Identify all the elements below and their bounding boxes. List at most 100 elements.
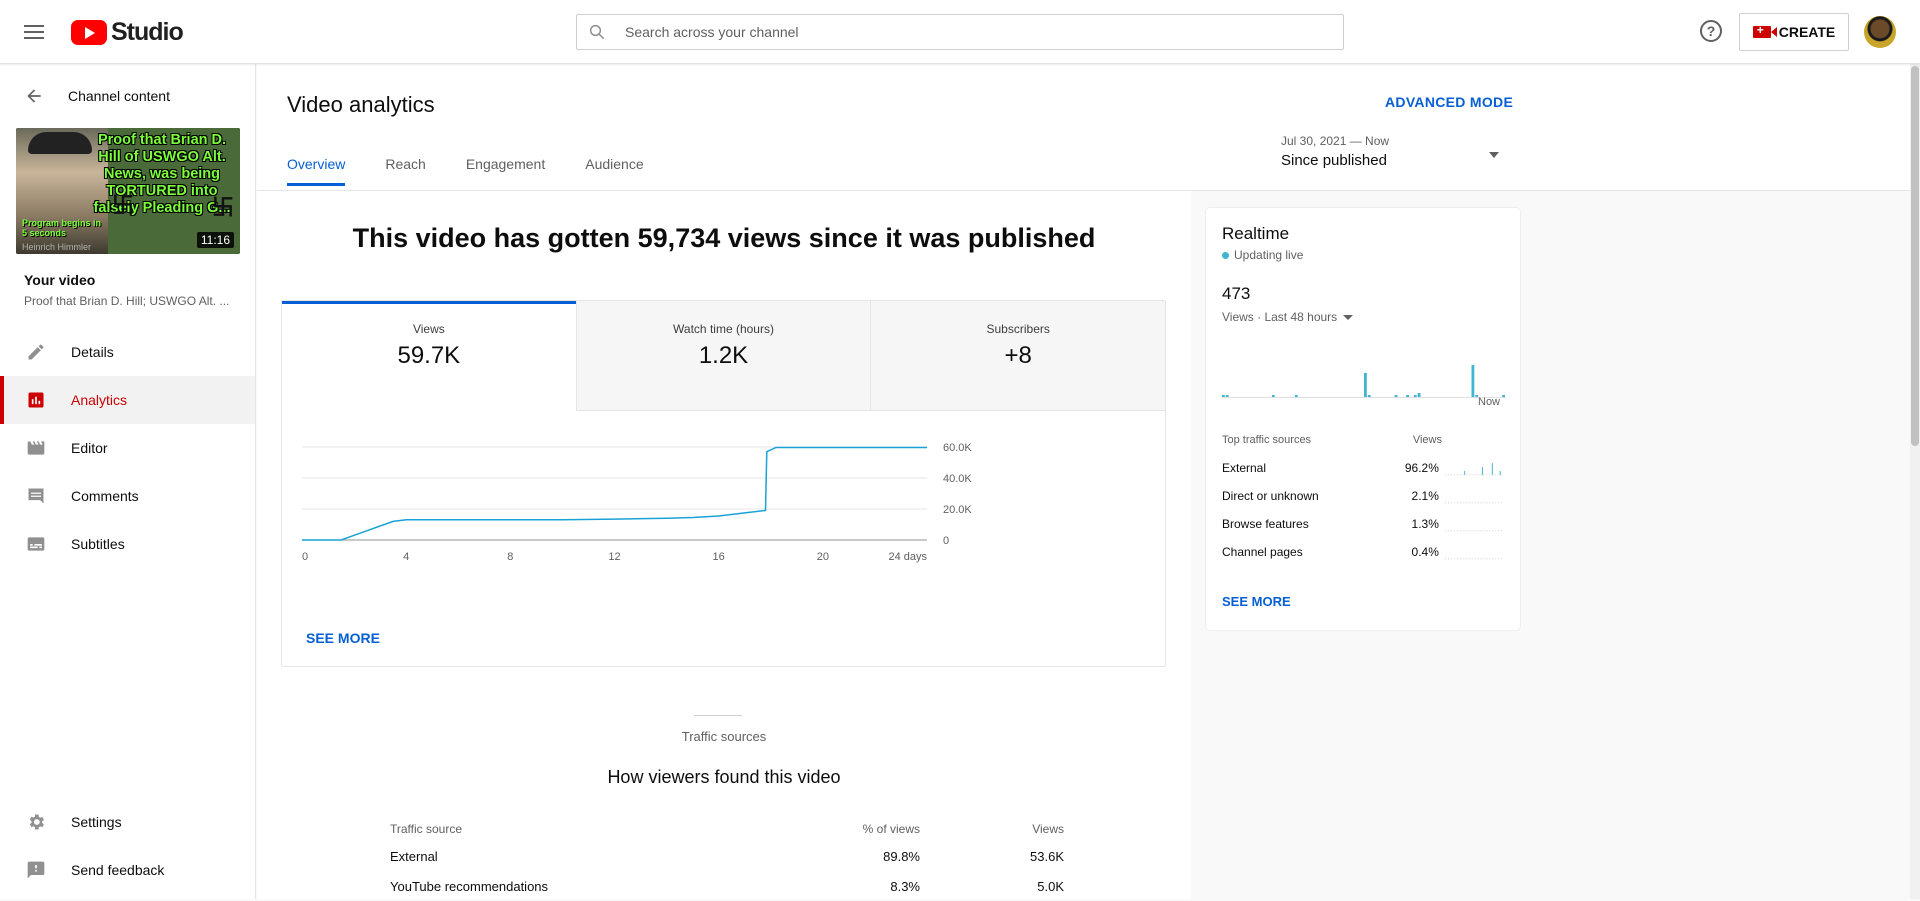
- realtime-bar[interactable]: [1502, 395, 1505, 397]
- column-header[interactable]: Views: [1032, 822, 1064, 836]
- x-tick-label: 12: [608, 551, 620, 563]
- swastika-icon: 卐: [212, 195, 235, 220]
- sidebar-item-label: Editor: [71, 440, 108, 456]
- realtime-card: Realtime Updating live 473 Views · Last …: [1206, 208, 1520, 630]
- studio-logo[interactable]: Studio: [71, 18, 184, 47]
- tab-audience[interactable]: Audience: [585, 156, 644, 172]
- thumbnail-text: Proof that Brian D. Hill of USWGO Alt. N…: [93, 132, 231, 216]
- analytics-icon: [24, 388, 48, 412]
- metric-subscribers[interactable]: Subscribers +8: [870, 301, 1166, 411]
- top-header: Studio ? CREATE: [0, 0, 1920, 64]
- overview-content: This video has gotten 59,734 views since…: [257, 191, 1191, 899]
- hamburger-menu-icon[interactable]: [20, 18, 48, 46]
- metric-label: Subscribers: [986, 322, 1050, 336]
- traffic-source: External: [1222, 461, 1267, 475]
- metric-views[interactable]: Views 59.7K: [282, 301, 576, 411]
- sidebar-item-label: Comments: [71, 488, 139, 504]
- realtime-bar[interactable]: [1367, 395, 1371, 397]
- scrollbar-track[interactable]: [1910, 64, 1920, 899]
- back-to-channel-content[interactable]: Channel content: [24, 86, 170, 106]
- sidebar-item-editor[interactable]: Editor: [0, 424, 255, 472]
- avatar[interactable]: [1864, 16, 1896, 48]
- feedback-icon: [24, 858, 48, 882]
- realtime-bar[interactable]: [1364, 373, 1367, 397]
- date-range-picker[interactable]: Jul 30, 2021 — Now Since published: [1281, 134, 1511, 174]
- tab-engagement[interactable]: Engagement: [465, 156, 546, 172]
- realtime-bar[interactable]: [1394, 395, 1398, 397]
- page-title: Video analytics: [287, 92, 435, 117]
- realtime-bar[interactable]: [1406, 395, 1409, 397]
- metric-label: Views: [412, 322, 445, 336]
- table-cell: 5.0K: [1037, 878, 1064, 894]
- comment-icon: [24, 484, 48, 508]
- table-row[interactable]: External 96.2%: [1222, 454, 1506, 482]
- see-more-link[interactable]: SEE MORE: [306, 630, 380, 646]
- logo-text: Studio: [111, 18, 184, 46]
- help-icon[interactable]: ?: [1700, 20, 1722, 42]
- create-button[interactable]: CREATE: [1739, 13, 1849, 51]
- analytics-header: Video analytics ADVANCED MODE Overview R…: [257, 64, 1920, 191]
- metric-value: 59.7K: [397, 342, 461, 369]
- table-row[interactable]: Channel pages 0.4%: [1222, 538, 1506, 566]
- realtime-bar[interactable]: [1417, 393, 1421, 397]
- realtime-bar[interactable]: [1271, 395, 1275, 397]
- views-line-chart[interactable]: 0 20.0K 40.0K 60.0K 0 4 8 12 16 20 24 days: [282, 413, 1165, 613]
- sparkline: [1444, 502, 1505, 504]
- realtime-bar[interactable]: [1222, 395, 1225, 397]
- column-header[interactable]: % of views: [862, 822, 920, 836]
- traffic-sources-table: Traffic source % of views Views External…: [390, 817, 1064, 901]
- updating-live-status: Updating live: [1222, 248, 1303, 262]
- x-tick-label: 8: [507, 551, 513, 563]
- sidebar-item-send-feedback[interactable]: Send feedback: [0, 846, 255, 894]
- table-cell: YouTube recommendations: [390, 878, 549, 894]
- table-row[interactable]: External 89.8% 53.6K: [390, 841, 1064, 871]
- search-icon[interactable]: [577, 15, 617, 49]
- tab-reach[interactable]: Reach: [385, 156, 426, 172]
- table-cell: 8.3%: [890, 878, 920, 894]
- youtube-play-icon: [71, 20, 107, 45]
- traffic-source: Direct or unknown: [1222, 489, 1319, 503]
- realtime-bar[interactable]: [1475, 395, 1479, 397]
- sidebar-item-subtitles[interactable]: Subtitles: [0, 520, 255, 568]
- metric-watch-time[interactable]: Watch time (hours) 1.2K: [575, 301, 871, 411]
- realtime-bar[interactable]: [1413, 395, 1417, 397]
- swastika-icon: 卐: [112, 193, 135, 218]
- sidebar-item-analytics[interactable]: Analytics: [0, 376, 255, 424]
- sidebar-item-label: Analytics: [71, 392, 128, 408]
- search-box[interactable]: [576, 14, 1344, 50]
- realtime-bar[interactable]: [1294, 395, 1298, 397]
- table-row[interactable]: Direct or unknown 2.1%: [1222, 482, 1506, 510]
- sidebar-item-comments[interactable]: Comments: [0, 472, 255, 520]
- realtime-title: Realtime: [1222, 224, 1290, 243]
- realtime-bar-chart[interactable]: [1222, 348, 1506, 398]
- x-tick-label: 24 days: [888, 551, 927, 563]
- your-video-label: Your video: [24, 272, 96, 288]
- clapperboard-icon: [24, 436, 48, 460]
- realtime-traffic-table: Top traffic sources Views External 96.2%…: [1222, 434, 1506, 566]
- section-title: How viewers found this video: [607, 767, 841, 787]
- realtime-bar[interactable]: [1225, 395, 1229, 397]
- x-tick-label: 4: [403, 551, 409, 563]
- advanced-mode-button[interactable]: ADVANCED MODE: [1385, 94, 1514, 110]
- sidebar-item-details[interactable]: Details: [0, 328, 255, 376]
- y-tick-label: 0: [943, 535, 949, 547]
- sidebar-nav: Details Analytics Editor Comments Subtit…: [0, 328, 255, 568]
- video-thumbnail[interactable]: Proof that Brian D. Hill of USWGO Alt. N…: [16, 128, 240, 254]
- sparkline: [1444, 463, 1505, 476]
- realtime-see-more-link[interactable]: SEE MORE: [1222, 594, 1291, 609]
- sparkline: [1444, 530, 1505, 532]
- sidebar-item-settings[interactable]: Settings: [0, 798, 255, 846]
- table-row[interactable]: YouTube recommendations 8.3% 5.0K: [390, 871, 1064, 901]
- sparkline: [1444, 558, 1505, 560]
- x-tick-label: 0: [302, 551, 308, 563]
- subtitles-icon: [24, 532, 48, 556]
- scrollbar-thumb[interactable]: [1911, 66, 1919, 446]
- table-row[interactable]: Browse features 1.3%: [1222, 510, 1506, 538]
- search-input[interactable]: [625, 24, 1325, 40]
- realtime-metric-dropdown[interactable]: Views · Last 48 hours: [1222, 310, 1354, 324]
- column-header[interactable]: Traffic source: [390, 822, 463, 836]
- realtime-bar[interactable]: [1471, 365, 1475, 397]
- now-label: Now: [1478, 396, 1501, 408]
- tab-overview[interactable]: Overview: [287, 156, 346, 186]
- series-line[interactable]: [302, 446, 927, 541]
